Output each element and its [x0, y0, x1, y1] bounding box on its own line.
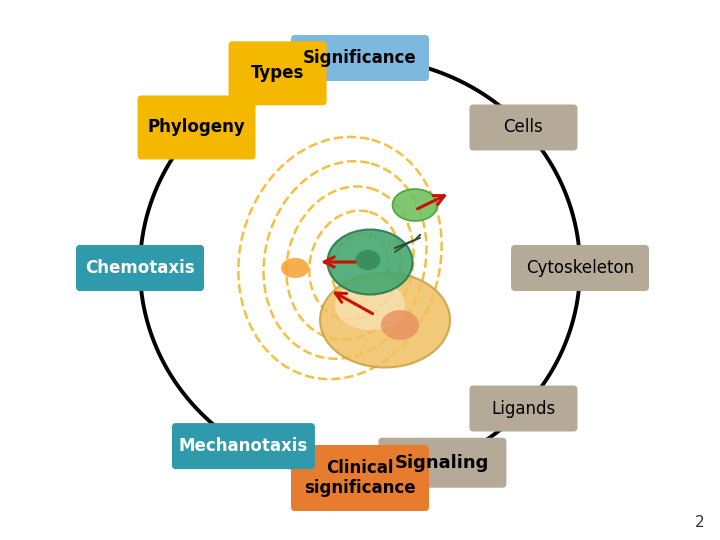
FancyBboxPatch shape: [511, 245, 649, 291]
Text: Cells: Cells: [503, 118, 544, 137]
FancyBboxPatch shape: [291, 35, 429, 81]
Ellipse shape: [320, 273, 450, 368]
Text: Types: Types: [251, 64, 305, 82]
Text: Phylogeny: Phylogeny: [148, 118, 246, 137]
Ellipse shape: [328, 230, 413, 294]
FancyBboxPatch shape: [291, 445, 429, 511]
Ellipse shape: [335, 280, 405, 330]
FancyBboxPatch shape: [469, 104, 577, 151]
FancyBboxPatch shape: [469, 386, 577, 431]
FancyBboxPatch shape: [138, 96, 256, 159]
Ellipse shape: [356, 250, 380, 270]
Text: Significance: Significance: [303, 49, 417, 67]
FancyBboxPatch shape: [76, 245, 204, 291]
Text: Ligands: Ligands: [491, 400, 556, 417]
Ellipse shape: [281, 258, 309, 278]
Text: Signaling: Signaling: [395, 454, 490, 472]
Ellipse shape: [392, 189, 438, 221]
Text: Clinical
significance: Clinical significance: [304, 458, 416, 497]
Ellipse shape: [381, 310, 419, 340]
FancyBboxPatch shape: [228, 41, 327, 105]
Text: 2: 2: [696, 515, 705, 530]
Text: Chemotaxis: Chemotaxis: [85, 259, 195, 277]
Text: Mechanotaxis: Mechanotaxis: [179, 437, 308, 455]
FancyBboxPatch shape: [379, 438, 506, 488]
Text: Cytoskeleton: Cytoskeleton: [526, 259, 634, 277]
FancyBboxPatch shape: [172, 423, 315, 469]
